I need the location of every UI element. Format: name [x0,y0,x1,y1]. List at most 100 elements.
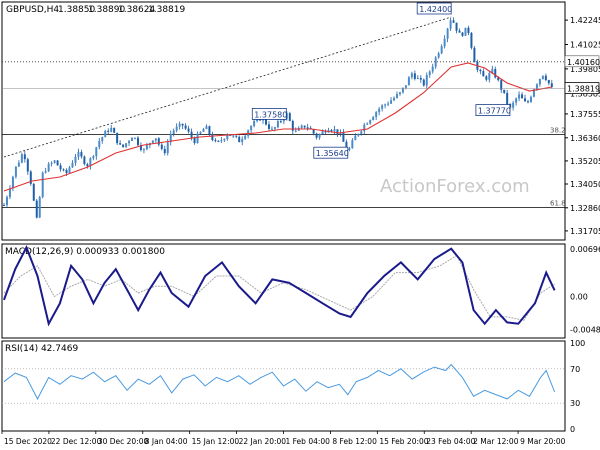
candle-body [387,103,390,105]
candle-body [354,135,357,141]
candle-body [413,73,416,79]
rsi-line-path [3,363,556,400]
macd-label: MACD(12,26,9) 0.000933 0.001800 [5,247,165,257]
candle-body [270,128,273,130]
candle-body [178,123,181,127]
candle-body [285,113,288,119]
annotation-label: 1.42400 [419,5,452,14]
candle-body [312,129,315,134]
candle-body [461,32,464,36]
candle-body [229,134,232,136]
candle-body [139,145,142,150]
candle-body [443,38,446,47]
candle-body [23,154,26,160]
macd-tick-label: -0.004826 [570,325,600,334]
candle-body [527,101,530,103]
candle-body [318,134,321,138]
current-price-text: 1.38819 [567,85,600,94]
candle-body [357,133,360,136]
candle-body [14,166,17,177]
macd-lines [3,244,556,327]
ohlc-open: 1.38850 [58,5,95,15]
candle-body [181,123,184,126]
rsi-label: RSI(14) 42.7469 [5,344,78,354]
candle-body [479,69,482,72]
candle-body [366,123,369,125]
fib-level-label: 38.2 [550,127,566,135]
candle-body [321,131,324,135]
candle-body [535,84,538,90]
candle-body [294,130,297,132]
candle-body [265,118,268,125]
price-tick-label: 1.32860 [570,204,600,213]
candle-body [196,133,199,144]
candle-body [428,71,431,75]
annotation-box [251,108,287,120]
candle-body [17,162,20,167]
candle-body [169,134,172,143]
time-tick-label: 23 Feb 04:00 [426,437,475,446]
candle-body [26,159,29,172]
price-tick-label: 1.39805 [570,65,600,74]
candle-body [282,118,285,122]
candle-body [92,156,95,159]
candle-body [223,139,226,141]
time-tick-label: 15 Feb 20:00 [379,437,428,446]
annotation-box [416,2,452,15]
candle-body [199,131,202,134]
candle-body [300,125,303,128]
price-tick-label: 1.36360 [570,134,600,143]
candle-body [449,20,452,29]
candle-body [142,149,145,151]
rsi-tick-label: 0 [570,425,575,434]
candle-body [80,152,83,157]
candle-body [532,89,535,97]
candle-body [238,136,241,143]
price-tick-label: 1.35205 [570,157,600,166]
annotation-box [313,146,349,159]
candle-body [166,142,169,154]
candle-body [125,143,128,147]
candle-body [175,126,178,131]
candle-body [11,176,14,189]
macd-tick-label: 0.00696 [570,245,600,254]
candle-body [407,77,410,86]
candle-body [276,121,279,128]
candle-body [104,130,107,138]
candle-body [497,77,500,81]
candle-body [32,183,35,201]
rsi-panel: RSI(14) 42.7469 100 70 30 0 [1,339,585,434]
candle-body [419,77,422,80]
annotation-label: 1.37580 [254,110,287,119]
candle-body [515,98,518,103]
time-tick-label: 15 Dec 2020 [4,437,52,446]
candle-body [431,66,434,72]
candle-body [208,126,211,135]
candle-body [381,105,384,109]
fib-level-label: 61.8 [550,199,566,207]
rsi-tick-label: 30 [570,399,580,408]
annotation-label: 1.35640 [316,149,349,158]
candle-body [89,158,92,167]
price-tick-label: 1.37555 [570,110,600,119]
time-tick-label: 8 Jan 04:00 [145,437,188,446]
candle-body [342,132,345,142]
candle-body [107,130,110,132]
candle-body [95,147,98,157]
candle-body [440,46,443,54]
candle-body [226,134,229,140]
candle-body [163,148,166,154]
candle-body [452,20,455,23]
candle-body [524,98,527,102]
candle-body [485,76,488,80]
candle-body [187,128,190,132]
macd-panel-frame [1,243,566,339]
candle-body [372,117,375,121]
candle-body [41,172,44,198]
candle-body [217,140,220,142]
ohlc-low: 1.38624 [118,5,155,15]
ma-line [3,62,552,192]
macd-signal-line [3,254,555,321]
annotation-box [475,104,511,116]
